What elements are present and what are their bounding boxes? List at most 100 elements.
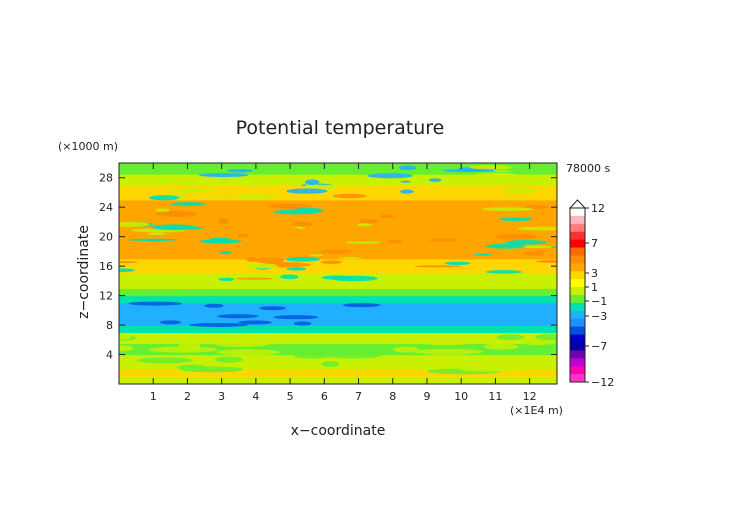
- heatmap-blob: [216, 349, 281, 356]
- heatmap-blob: [495, 233, 537, 240]
- heatmap-blob: [505, 239, 548, 245]
- heatmap-blob: [378, 214, 395, 218]
- heatmap-blob: [496, 334, 525, 341]
- heatmap-blob: [403, 357, 452, 364]
- heatmap-blob: [119, 260, 139, 264]
- x-tick-label: 9: [423, 390, 430, 403]
- heatmap-blob: [170, 188, 217, 193]
- heatmap-blob: [280, 274, 299, 280]
- x-tick-label: 4: [252, 390, 259, 403]
- heatmap-blob: [485, 270, 523, 274]
- y-tick-label: 28: [99, 172, 113, 185]
- heatmap-blob: [216, 314, 259, 319]
- colorbar-label: 7: [591, 237, 598, 250]
- heatmap-blob: [400, 180, 411, 183]
- heatmap-blob: [393, 346, 419, 353]
- colorbar-swatch: [570, 295, 585, 304]
- heatmap-layer: [119, 174, 557, 186]
- heatmap-blob: [178, 342, 201, 349]
- heatmap-blob: [427, 238, 459, 242]
- heatmap-blob: [218, 218, 229, 225]
- x-tick-label: 3: [218, 390, 225, 403]
- colorbar-swatch: [570, 287, 585, 296]
- heatmap-blob: [293, 352, 331, 359]
- heatmap-blob: [325, 352, 382, 359]
- colorbar-label: 12: [591, 202, 605, 215]
- heatmap-blob: [503, 273, 557, 277]
- heatmap-blob: [321, 360, 340, 367]
- heatmap-blob: [238, 320, 272, 325]
- colorbar-swatch: [570, 326, 585, 336]
- heatmap-blob: [387, 239, 403, 244]
- heatmap-blob: [155, 208, 170, 212]
- colorbar-swatch: [570, 215, 585, 225]
- heatmap-blob: [165, 275, 208, 281]
- heatmap-blob: [493, 170, 511, 173]
- heatmap-field: [119, 163, 557, 384]
- x-tick-label: 5: [287, 390, 294, 403]
- colorbar-swatch: [570, 231, 585, 241]
- time-label: 78000 s: [566, 162, 610, 175]
- heatmap-blob: [293, 321, 312, 326]
- heatmap-layer: [119, 185, 557, 201]
- heatmap-blob: [413, 348, 484, 355]
- heatmap-blob: [474, 172, 518, 178]
- heatmap-blob: [285, 256, 320, 262]
- heatmap-blob: [149, 195, 180, 201]
- plot-frame: [118, 162, 558, 385]
- heatmap-blob: [214, 356, 244, 363]
- heatmap-blob: [180, 366, 244, 373]
- heatmap-blob: [148, 346, 218, 353]
- heatmap-blob: [255, 257, 285, 264]
- colorbar-swatch: [570, 358, 585, 367]
- colorbar-label: −7: [591, 340, 607, 353]
- y-tick-label: 4: [106, 349, 113, 362]
- heatmap-blob: [309, 254, 324, 257]
- heatmap-blob: [219, 250, 233, 255]
- heatmap-blob: [170, 202, 206, 207]
- heatmap-blob: [473, 253, 492, 256]
- x-unit-label: (×1E4 m): [510, 404, 563, 417]
- heatmap-blob: [344, 241, 381, 244]
- heatmap-blob: [319, 249, 354, 254]
- heatmap-blob: [320, 260, 343, 265]
- heatmap-blob: [218, 277, 235, 281]
- heatmap-blob: [286, 267, 307, 271]
- heatmap-blob: [259, 306, 287, 311]
- heatmap-blob: [525, 205, 550, 209]
- heatmap-blob: [321, 275, 352, 280]
- y-tick-label: 16: [99, 260, 113, 273]
- y-tick-label: 20: [99, 231, 113, 244]
- heatmap-blob: [534, 333, 557, 340]
- heatmap-blob: [171, 226, 204, 230]
- heatmap-blob: [213, 341, 269, 348]
- heatmap-blob: [517, 226, 557, 231]
- x-tick-label: 12: [523, 390, 537, 403]
- x-tick-label: 8: [389, 390, 396, 403]
- heatmap-blob: [443, 169, 495, 172]
- heatmap-blob: [483, 343, 519, 350]
- colorbar-label: −3: [591, 310, 607, 323]
- heatmap-blob: [400, 189, 414, 194]
- y-tick-label: 8: [106, 319, 113, 332]
- x-tick-label: 1: [150, 390, 157, 403]
- colorbar-swatch: [570, 302, 585, 312]
- heatmap-blob: [119, 268, 136, 273]
- heatmap-blob: [188, 322, 249, 327]
- heatmap-blob: [418, 339, 475, 346]
- heatmap-layer: [119, 376, 557, 384]
- heatmap-blob: [245, 263, 278, 269]
- heatmap-blob: [204, 303, 224, 308]
- colorbar-swatch: [570, 342, 585, 351]
- heatmap-blob: [502, 187, 537, 195]
- colorbar-swatch: [570, 350, 585, 359]
- colorbar-swatch: [570, 255, 585, 264]
- heatmap-blob: [286, 188, 328, 194]
- heatmap-blob: [155, 210, 198, 218]
- heatmap-blob: [246, 257, 258, 262]
- heatmap-layer: [119, 332, 557, 345]
- heatmap-blob: [535, 259, 557, 263]
- heatmap-layer: [119, 199, 557, 216]
- heatmap-layer: [119, 163, 557, 175]
